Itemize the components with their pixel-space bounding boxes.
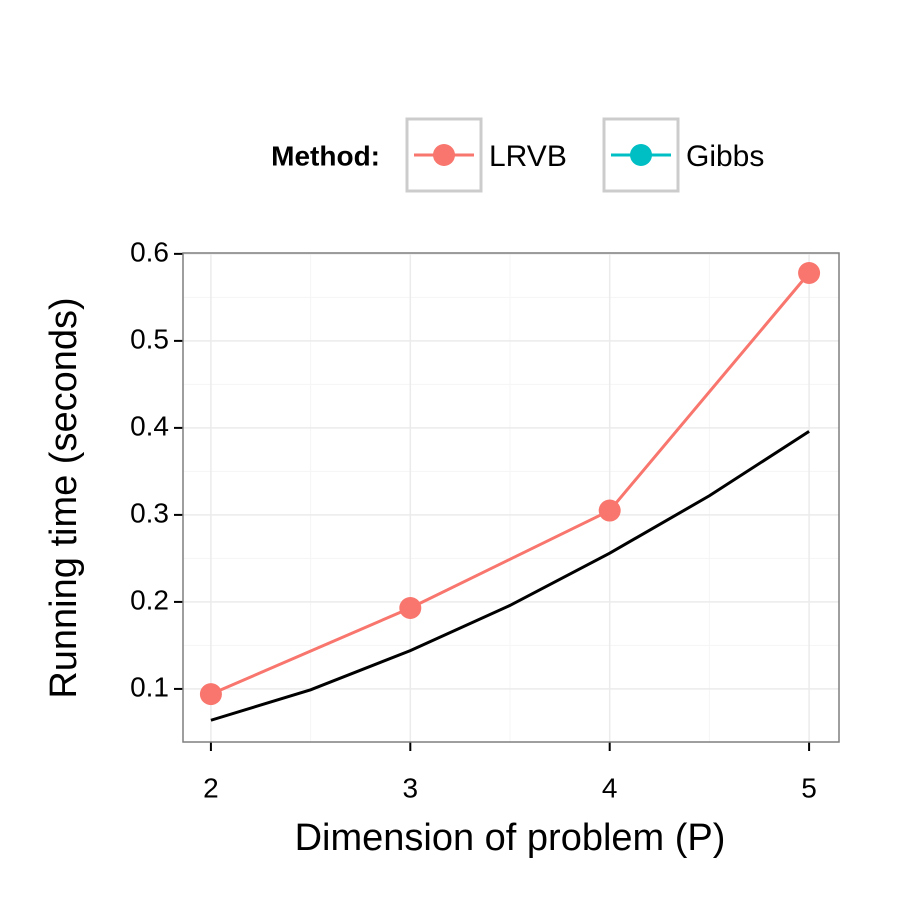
point: [598, 499, 621, 522]
legend-title: Method:: [271, 140, 380, 171]
y-tick-label: 0.4: [130, 410, 169, 441]
legend-point: [630, 144, 652, 166]
x-tick-label: 3: [403, 772, 419, 803]
point: [199, 683, 222, 706]
x-tick-label: 2: [203, 772, 219, 803]
y-tick-label: 0.3: [130, 497, 169, 528]
plot-background: [183, 253, 839, 742]
plot-border: [182, 252, 840, 743]
y-tick-label: 0.5: [130, 323, 169, 354]
point: [399, 597, 422, 620]
series-line: [210, 272, 811, 696]
fit-curve: [210, 430, 810, 722]
legend-point: [433, 144, 455, 166]
legend-label: Gibbs: [686, 140, 764, 173]
x-axis-label: Dimension of problem (P): [295, 817, 726, 859]
y-tick-label: 0.1: [130, 671, 169, 702]
x-tick-label: 4: [602, 772, 618, 803]
point: [798, 262, 821, 285]
x-tick-label: 5: [801, 772, 817, 803]
y-tick-label: 0.6: [130, 236, 169, 267]
y-axis-label: Running time (seconds): [43, 297, 85, 698]
legend-label: LRVB: [489, 140, 567, 173]
y-tick-label: 0.2: [130, 584, 169, 615]
